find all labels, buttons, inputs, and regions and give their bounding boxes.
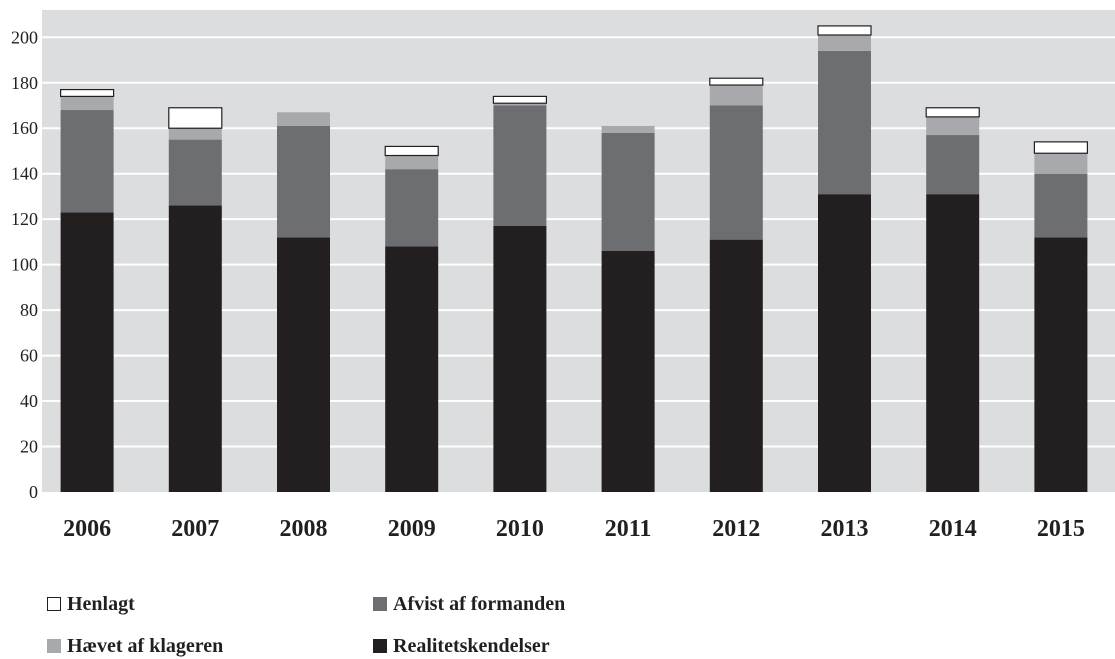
legend-swatch-henlagt [47, 597, 61, 611]
bar-henlagt-2010 [492, 95, 547, 104]
legend-swatch-realitetskendelser [373, 639, 387, 653]
bar-stack-2012 [709, 77, 764, 492]
legend: Henlagt Afvist af formanden Hævet af klage… [47, 593, 747, 657]
legend-item-afvist-af-formanden: Afvist af formanden [373, 593, 699, 615]
bar-afvist-af-formanden-2008 [277, 125, 330, 238]
y-tick-label-180: 180 [11, 73, 38, 93]
bar-realitetskendelser-2015 [1034, 237, 1088, 492]
x-tick-label-2009: 2009 [388, 516, 436, 542]
legend-label-afvist-af-formanden: Afvist af formanden [393, 593, 566, 615]
bar-stack-2015 [1033, 141, 1089, 492]
bar-haevet-af-klageren-2014 [926, 116, 980, 136]
x-tick-label-2014: 2014 [929, 516, 977, 542]
bar-stack-2008 [277, 112, 330, 492]
y-tick-label-120: 120 [11, 209, 38, 229]
bar-realitetskendelser-2013 [818, 194, 871, 492]
bar-realitetskendelser-2008 [277, 237, 330, 492]
bar-henlagt-2006 [59, 88, 115, 97]
bar-haevet-af-klageren-2015 [1034, 153, 1088, 174]
bar-afvist-af-formanden-2014 [926, 135, 980, 195]
y-axis-tick-labels: 0 20 40 60 80 100 120 140 160 180 200 [11, 27, 38, 502]
legend-label-henlagt: Henlagt [67, 593, 135, 615]
bar-haevet-af-klageren-2011 [601, 125, 655, 133]
bar-stack-2010 [492, 95, 547, 492]
x-tick-label-2011: 2011 [605, 516, 652, 542]
bar-henlagt-2009 [384, 145, 439, 157]
y-tick-label-60: 60 [20, 346, 38, 366]
bar-henlagt-2007 [168, 107, 223, 129]
y-tick-label-20: 20 [20, 437, 38, 457]
bar-realitetskendelser-2006 [60, 212, 114, 492]
x-axis-tick-labels: 2006 2007 2008 2009 2010 2011 2012 2013 2014 2015 [63, 516, 1085, 542]
bar-henlagt-2013 [817, 25, 872, 36]
legend-swatch-afvist-af-formanden [373, 597, 387, 611]
x-tick-label-2007: 2007 [171, 516, 219, 542]
bar-afvist-af-formanden-2012 [709, 105, 763, 240]
y-tick-label-80: 80 [20, 300, 38, 320]
bar-realitetskendelser-2010 [493, 225, 547, 492]
bar-realitetskendelser-2011 [601, 251, 655, 492]
y-tick-label-0: 0 [29, 482, 38, 502]
bar-afvist-af-formanden-2013 [818, 50, 871, 195]
bar-haevet-af-klageren-2012 [709, 85, 763, 106]
x-tick-label-2013: 2013 [821, 516, 869, 542]
x-tick-label-2008: 2008 [280, 516, 328, 542]
legend-item-haevet-af-klageren: Hævet af klageren [47, 635, 373, 657]
x-tick-label-2006: 2006 [63, 516, 111, 542]
legend-label-realitetskendelser: Realitetskendelser [393, 635, 550, 657]
bar-afvist-af-formanden-2011 [601, 132, 655, 251]
bar-realitetskendelser-2009 [385, 246, 439, 492]
bar-henlagt-2015 [1033, 141, 1089, 154]
bar-realitetskendelser-2012 [709, 239, 763, 492]
bar-haevet-af-klageren-2007 [168, 128, 222, 140]
bar-realitetskendelser-2007 [168, 205, 222, 492]
bar-afvist-af-formanden-2009 [385, 169, 439, 247]
legend-label-haevet-af-klageren: Hævet af klageren [67, 635, 224, 657]
bar-henlagt-2012 [709, 77, 764, 86]
bar-realitetskendelser-2014 [926, 194, 980, 492]
bar-haevet-af-klageren-2010 [493, 103, 547, 106]
bar-afvist-af-formanden-2010 [493, 105, 547, 226]
bar-haevet-af-klageren-2009 [385, 155, 439, 170]
bar-henlagt-2014 [925, 107, 980, 118]
bar-haevet-af-klageren-2006 [60, 96, 114, 111]
legend-item-realitetskendelser: Realitetskendelser [373, 635, 699, 657]
bar-stack-2007 [168, 107, 223, 492]
bar-stack-2013 [817, 25, 872, 492]
bar-afvist-af-formanden-2015 [1034, 173, 1088, 238]
bar-afvist-af-formanden-2006 [60, 110, 114, 213]
y-tick-label-40: 40 [20, 391, 38, 411]
x-tick-label-2012: 2012 [712, 516, 760, 542]
bar-stack-2009 [384, 145, 439, 492]
y-tick-label-140: 140 [11, 164, 38, 184]
legend-item-henlagt: Henlagt [47, 593, 373, 615]
y-tick-label-100: 100 [11, 255, 38, 275]
y-tick-label-160: 160 [11, 118, 38, 138]
x-tick-label-2010: 2010 [496, 516, 544, 542]
bar-haevet-af-klageren-2008 [277, 112, 330, 126]
bar-stack-2011 [601, 125, 655, 492]
bar-afvist-af-formanden-2007 [168, 139, 222, 206]
bar-haevet-af-klageren-2013 [818, 35, 871, 51]
bars [59, 25, 1089, 492]
x-tick-label-2015: 2015 [1037, 516, 1085, 542]
bar-stack-2014 [925, 107, 980, 492]
bar-stack-2006 [59, 88, 115, 492]
y-tick-label-200: 200 [11, 27, 38, 47]
legend-swatch-haevet-af-klageren [47, 639, 61, 653]
